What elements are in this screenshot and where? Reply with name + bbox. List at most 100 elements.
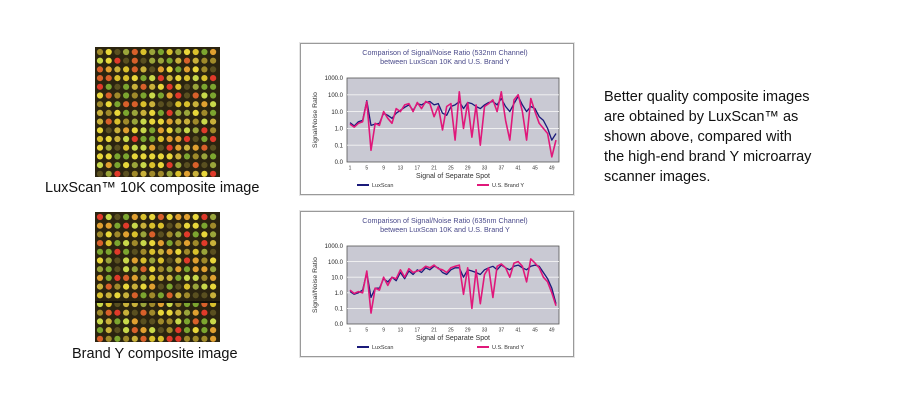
array-spot xyxy=(96,292,104,299)
array-spot xyxy=(157,127,164,134)
array-spot xyxy=(175,118,182,125)
array-spot xyxy=(157,248,164,255)
array-spot xyxy=(210,231,217,238)
array-spot xyxy=(114,75,121,82)
array-spot xyxy=(140,274,147,281)
array-spot xyxy=(192,248,199,255)
array-spot xyxy=(201,274,208,281)
array-spot xyxy=(183,274,191,281)
array-spot xyxy=(192,135,199,143)
array-spot xyxy=(114,266,121,273)
array-spot xyxy=(201,327,208,334)
array-spot xyxy=(131,283,138,290)
array-spot xyxy=(210,109,217,116)
array-spot xyxy=(192,162,199,169)
chart-title: Comparison of Signal/Noise Ratio (532nm … xyxy=(362,48,527,57)
x-tick-label: 29 xyxy=(465,328,471,334)
array-spot xyxy=(123,118,130,125)
array-spot xyxy=(157,75,164,82)
array-spot xyxy=(131,109,138,116)
array-spot xyxy=(149,75,156,82)
array-spot xyxy=(131,48,138,56)
array-spot xyxy=(96,248,104,255)
array-spot xyxy=(140,57,147,64)
array-spot xyxy=(105,327,112,334)
array-spot xyxy=(192,57,199,64)
array-spot xyxy=(157,92,164,99)
array-spot xyxy=(140,118,147,125)
array-spot xyxy=(105,153,112,160)
array-spot xyxy=(149,222,156,229)
array-spot xyxy=(166,213,173,221)
array-spot xyxy=(192,231,199,238)
array-spot xyxy=(201,292,208,299)
array-spot xyxy=(201,144,208,151)
array-spot xyxy=(149,257,156,264)
array-spot xyxy=(175,240,182,247)
array-spot xyxy=(183,83,191,90)
array-spot xyxy=(123,248,130,255)
array-spot xyxy=(166,135,173,143)
array-spot xyxy=(114,257,121,264)
array-spot xyxy=(114,309,121,316)
series-line-brand-y xyxy=(349,258,557,314)
array-spot xyxy=(114,118,121,125)
array-spot xyxy=(149,231,156,238)
array-spot xyxy=(114,274,121,281)
array-spot xyxy=(157,144,164,151)
x-tick-label: 9 xyxy=(382,166,385,172)
array-spot xyxy=(175,135,182,143)
array-spot xyxy=(201,162,208,169)
array-spot xyxy=(96,327,104,334)
array-spot xyxy=(157,66,164,73)
array-spot xyxy=(123,318,130,325)
array-spot xyxy=(183,335,191,342)
x-tick-label: 45 xyxy=(532,166,538,172)
array-spot xyxy=(140,101,147,108)
array-spot xyxy=(131,213,138,221)
array-spot xyxy=(210,92,217,99)
array-spot xyxy=(114,109,121,116)
array-spot xyxy=(157,162,164,169)
array-spot xyxy=(114,327,121,334)
y-axis-label: Signal/Noise Ratio xyxy=(312,257,319,313)
array-spot xyxy=(149,83,156,90)
array-spot xyxy=(183,248,191,255)
array-spot xyxy=(175,127,182,134)
array-spot xyxy=(149,266,156,273)
array-spot xyxy=(183,118,191,125)
array-spot xyxy=(123,144,130,151)
array-spot xyxy=(210,162,217,169)
array-spot xyxy=(105,274,112,281)
array-spot xyxy=(149,135,156,143)
array-spot xyxy=(131,101,138,108)
array-spot xyxy=(131,144,138,151)
array-spot xyxy=(105,118,112,125)
array-spot xyxy=(192,292,199,299)
array-spot xyxy=(183,292,191,299)
y-tick-label: 0.1 xyxy=(335,307,344,313)
array-spot xyxy=(114,144,121,151)
array-spot xyxy=(105,48,112,56)
array-spot xyxy=(123,153,130,160)
array-spot xyxy=(166,92,173,99)
array-spot xyxy=(175,162,182,169)
array-spot xyxy=(210,283,217,290)
array-spot xyxy=(183,57,191,64)
array-spot xyxy=(175,309,182,316)
array-spot xyxy=(96,170,104,177)
array-spot xyxy=(131,327,138,334)
array-spot xyxy=(175,144,182,151)
y-tick-label: 1000.0 xyxy=(325,244,344,250)
array-spot xyxy=(157,153,164,160)
x-tick-label: 29 xyxy=(465,166,471,172)
array-spot xyxy=(149,335,156,342)
array-spot xyxy=(140,248,147,255)
x-tick-label: 41 xyxy=(515,328,521,334)
x-tick-label: 49 xyxy=(549,166,555,172)
array-spot xyxy=(210,170,217,177)
array-spot xyxy=(192,66,199,73)
array-spot xyxy=(166,109,173,116)
array-spot xyxy=(210,101,217,108)
array-spot xyxy=(123,170,130,177)
